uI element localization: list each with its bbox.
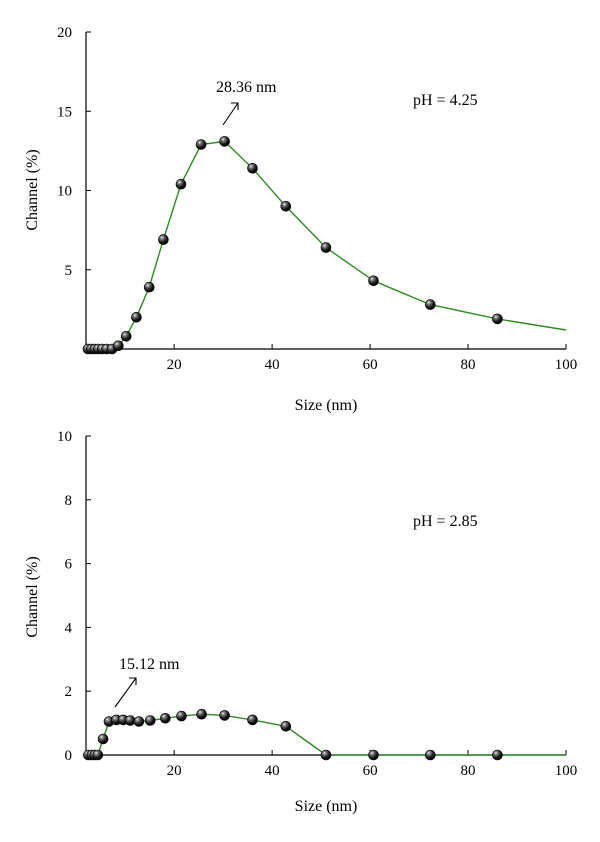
chart-top-data-point-18 <box>368 275 379 287</box>
chart-bottom-data-point-20 <box>492 749 503 761</box>
chart-bottom-data-point-13 <box>196 708 207 720</box>
chart-bottom-data-point-18 <box>368 749 379 761</box>
chart-top: 20 40 60 80 100 5 10 15 20 Size (nm) Channel (%)… <box>24 25 577 414</box>
chart-top-data-point-16 <box>280 201 292 212</box>
chart-bottom: 20 40 60 80 100 0 2 4 6 8 10 Size (nm) Channel (%)… <box>24 429 577 815</box>
chart-top-y-tick-label-5: 5 <box>65 263 73 279</box>
chart-bottom-y-tick-label-2: 2 <box>65 684 73 700</box>
chart-bottom-data-point-19 <box>424 749 436 761</box>
chart-bottom-y-tick-label-10: 10 <box>57 429 72 445</box>
chart-bottom-x-axis-label: Size (nm) <box>295 798 358 815</box>
chart-top-x-tick-label-40: 40 <box>265 357 280 373</box>
chart-bottom-data-point-15 <box>247 714 258 726</box>
chart-bottom-y-tick-label-4: 4 <box>65 620 73 636</box>
chart-top-data-point-15 <box>247 163 258 174</box>
chart-bottom-x-tick-label-60: 60 <box>363 763 378 779</box>
chart-bottom-data-point-12 <box>176 710 187 722</box>
chart-top-data-point-19 <box>424 299 436 310</box>
chart-bottom-peak-annotation: 15.12 nm <box>119 656 180 673</box>
chart-bottom-x-tick-label-20: 20 <box>167 763 182 779</box>
chart-top-y-axis-label: Channel (%) <box>24 149 41 230</box>
chart-top-axes <box>85 32 566 350</box>
chart-top-data-point-11 <box>158 234 169 245</box>
chart-bottom-y-tick-label-8: 8 <box>65 493 73 509</box>
chart-top-data-point-8 <box>120 330 132 342</box>
chart-top-data-point-9 <box>131 311 142 323</box>
chart-bottom-series-line <box>88 713 566 756</box>
chart-top-peak-annotation: 28.36 nm <box>216 79 277 96</box>
chart-top-data-point-13 <box>195 139 207 150</box>
chart-top-data-point-7 <box>113 340 124 352</box>
chart-bottom-x-tick-label-80: 80 <box>461 763 476 779</box>
chart-bottom-data-point-10 <box>144 715 156 726</box>
chart-top-ph-label: pH = 4.25 <box>413 92 478 109</box>
chart-top-data-point-14 <box>219 136 230 147</box>
chart-bottom-axes <box>85 436 566 756</box>
chart-top-y-tick-label-10: 10 <box>57 184 72 200</box>
chart-top-data-point-20 <box>492 313 503 325</box>
chart-bottom-data-point-11 <box>160 712 171 724</box>
chart-top-x-tick-label-100: 100 <box>555 357 578 373</box>
chart-bottom-data-point-14 <box>219 710 230 721</box>
chart-bottom-data-point-4 <box>97 733 109 745</box>
chart-bottom-y-tick-label-0: 0 <box>65 748 73 764</box>
chart-bottom-data-point-9 <box>133 716 145 727</box>
chart-top-x-tick-label-80: 80 <box>461 357 476 373</box>
chart-top-markers <box>82 136 503 355</box>
chart-bottom-markers <box>83 708 503 761</box>
chart-top-data-point-12 <box>175 178 187 190</box>
chart-bottom-data-point-17 <box>320 749 332 761</box>
chart-bottom-y-axis-label: Channel (%) <box>24 556 41 637</box>
chart-bottom-y-tick-label-6: 6 <box>65 557 73 573</box>
chart-bottom-ph-label: pH = 2.85 <box>413 513 478 530</box>
chart-bottom-data-point-16 <box>280 720 292 732</box>
chart-bottom-ticks: 20 40 60 80 100 0 2 4 6 8 10 <box>57 429 577 779</box>
chart-bottom-data-point-8 <box>124 715 136 726</box>
chart-top-x-axis-label: Size (nm) <box>295 397 358 414</box>
chart-top-ticks: 20 40 60 80 100 5 10 15 20 <box>57 25 577 373</box>
chart-top-data-point-10 <box>143 281 155 293</box>
chart-bottom-data-point-3 <box>92 749 104 761</box>
chart-top-y-tick-label-20: 20 <box>57 25 72 41</box>
chart-bottom-x-tick-label-40: 40 <box>265 763 280 779</box>
chart-top-data-point-17 <box>320 242 332 253</box>
chart-top-x-tick-label-60: 60 <box>363 357 378 373</box>
chart-top-y-tick-label-15: 15 <box>57 104 72 120</box>
chart-top-annotation-arrow <box>222 102 239 126</box>
chart-top-x-tick-label-20: 20 <box>167 357 182 373</box>
chart-bottom-annotation-arrow <box>114 677 137 708</box>
chart-bottom-x-tick-label-100: 100 <box>555 763 578 779</box>
